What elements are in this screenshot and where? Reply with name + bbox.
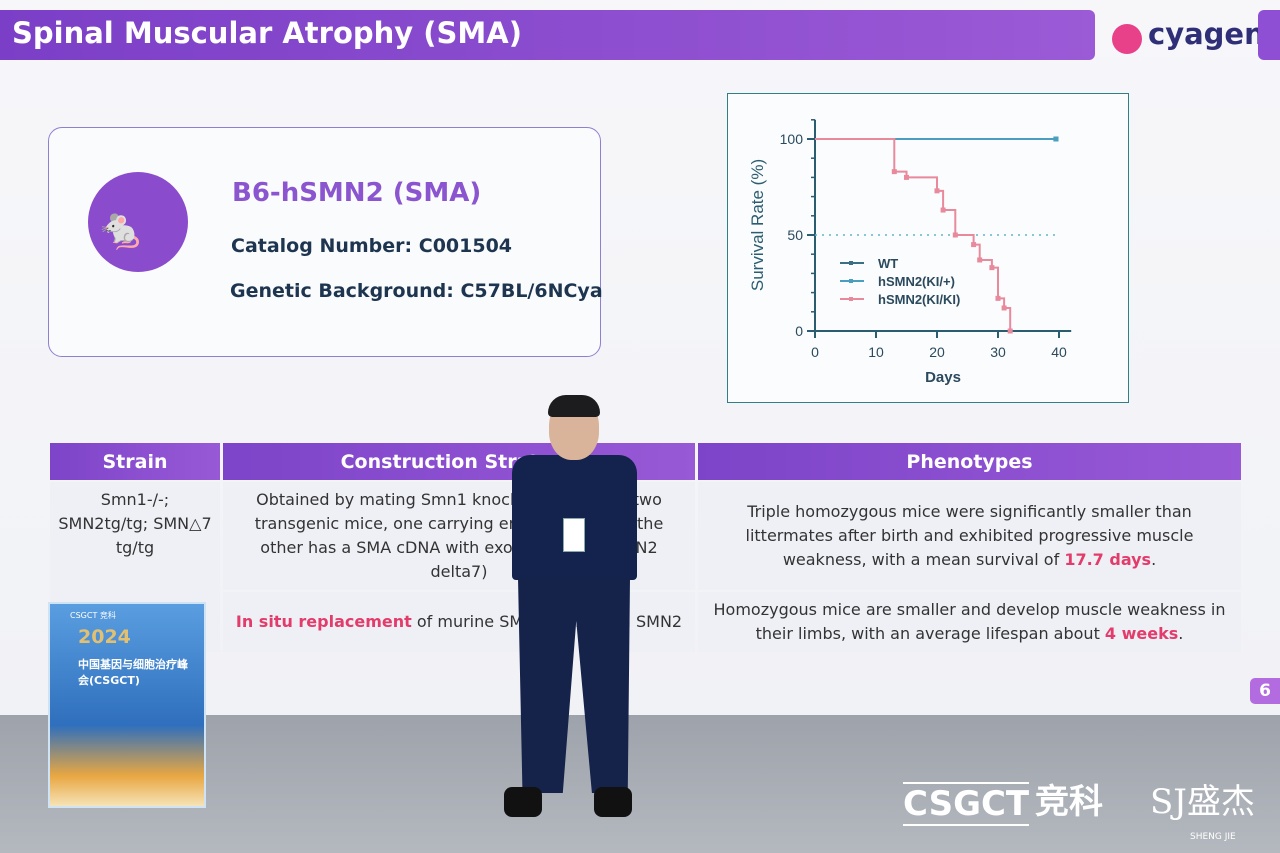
cyagen-logo-icon [1112,24,1142,54]
speaker-shoe [504,787,542,817]
phenotype-highlight: 4 weeks [1104,624,1179,643]
y-axis-label: Survival Rate (%) [748,159,767,291]
phenotype-text: Homozygous mice are smaller and develop … [713,600,1226,643]
legend-marker [849,279,853,283]
phenotype-cell: Triple homozygous mice were significantl… [698,482,1241,590]
censor-mark [891,169,897,175]
catalog-number: Catalog Number: C001504 [231,235,513,257]
strategy-highlight: In situ replacement [235,612,412,631]
phenotype-cell: Homozygous mice are smaller and develop … [698,592,1241,652]
x-tick-label: 20 [929,344,945,360]
y-tick-label: 50 [787,227,803,243]
legend-marker [849,261,853,265]
phenotype-end: . [1151,550,1157,569]
censor-mark [1053,136,1059,142]
table-row: Smn1-/-; SMN2tg/tg; SMN△7 tg/tg Obtained… [50,482,1241,652]
sponsor-logo-jingke: 竞科 [1035,782,1103,822]
stage-floor [0,715,1280,853]
phenotype-end: . [1178,624,1184,643]
survival-chart-frame [727,93,1129,403]
name-badge [563,518,585,552]
speaker-hair [548,395,600,417]
legend-label: hSMN2(KI/+) [878,274,955,289]
x-tick-label: 40 [1051,344,1067,360]
slide-title: Spinal Muscular Atrophy (SMA) [12,16,522,50]
y-tick-label: 0 [795,323,803,339]
x-tick-label: 10 [868,344,884,360]
censor-mark [934,188,940,194]
phenotype-highlight: 17.7 days [1064,550,1152,569]
page-number: 6 [1250,678,1280,704]
sponsor-sub: SHENG JIE [1190,832,1236,842]
podium-banner [48,602,206,808]
censor-mark [989,265,995,271]
mouse-icon: 🐁 [96,206,146,252]
sponsor-logo-csgct: CSGCT [903,782,1030,826]
censor-mark [1001,305,1007,311]
phenotype-text: Triple homozygous mice were significantl… [745,502,1194,569]
model-name: B6-hSMN2 (SMA) [232,178,482,208]
header-phenotypes: Phenotypes [698,443,1241,480]
podium-header: CSGCT 竞科 [70,611,116,620]
cyagen-logo: cyagen [1148,17,1265,51]
censor-mark [977,257,983,263]
corner-tab [1258,10,1280,60]
legend-label: WT [878,256,898,271]
legend-marker [849,297,853,301]
legend-label: hSMN2(KI/KI) [878,292,960,307]
podium-year: 2024 [78,626,131,648]
censor-mark [904,174,909,180]
censor-mark [971,242,977,248]
podium-title: 中国基因与细胞治疗峰会(CSGCT) [78,658,188,687]
speaker-shoe [594,787,632,817]
y-tick-label: 100 [780,131,804,147]
survival-chart: 0 50 100 0 10 20 30 40 WT hSMN2(KI/+) hSMN2(KI/KI… [748,119,1072,386]
table-row: In situ replacement of murine SMN1 by hu… [50,592,1241,652]
censor-mark [1007,328,1013,334]
censor-mark [952,232,958,238]
strain-table: Strain Construction Strategy Phenotypes … [47,441,1244,654]
censor-mark [995,295,1001,301]
title-bar [0,10,1095,60]
header-strain: Strain [50,443,220,480]
x-tick-label: 30 [990,344,1006,360]
censor-mark [940,207,946,213]
mouse-avatar [88,172,188,272]
x-axis-label: Days [925,369,961,386]
sponsor-logo-shengjie: SJ盛杰 [1150,782,1255,822]
speaker-shirt [512,455,637,580]
x-tick-label: 0 [811,344,819,360]
genetic-background: Genetic Background: C57BL/6NCya [230,280,603,302]
